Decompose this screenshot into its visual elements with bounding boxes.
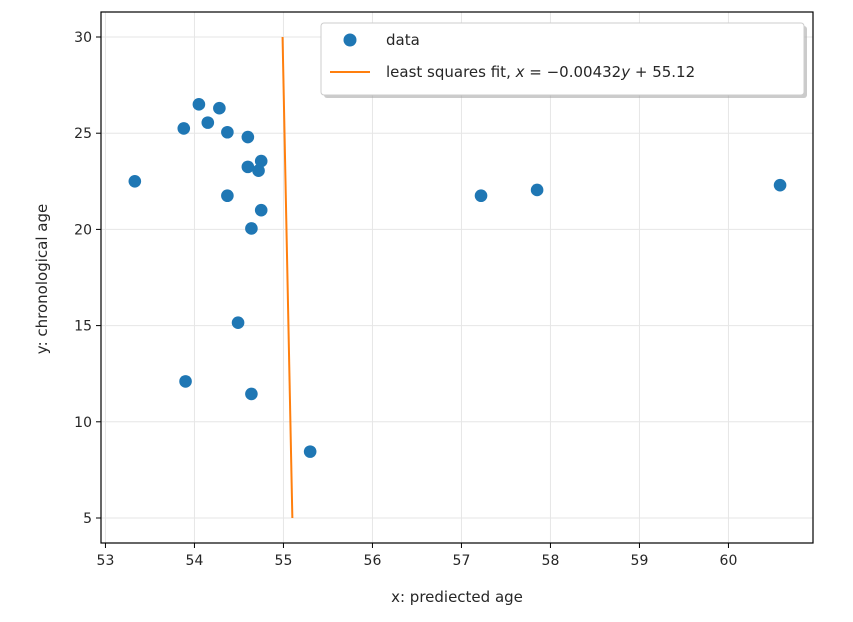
data-point (128, 175, 142, 188)
x-tick-label: 59 (631, 553, 649, 569)
legend-fit-eq-post: + 55.12 (630, 63, 695, 81)
y-axis: 5 10 15 20 25 30 (74, 30, 101, 527)
x-tick-label: 54 (186, 553, 204, 569)
x-tick-label: 57 (453, 553, 471, 569)
data-point (241, 130, 255, 144)
x-tick-label: 56 (364, 553, 382, 569)
x-tick-label: 55 (275, 553, 293, 569)
legend: data least squares fit, x = −0.00432y + … (320, 22, 807, 98)
data-point (213, 101, 226, 115)
data-point (474, 189, 488, 203)
y-tick-label: 25 (74, 126, 92, 142)
data-point (254, 154, 268, 168)
plot-frame (100, 11, 814, 544)
y-tick-label: 20 (74, 222, 92, 238)
data-point (177, 122, 191, 135)
data-point (245, 387, 258, 401)
legend-fit-label-prefix: least squares fit, (386, 63, 516, 81)
data-points (128, 98, 787, 458)
y-tick-label: 30 (74, 30, 92, 46)
data-point (221, 125, 234, 139)
data-point (201, 116, 215, 129)
fit-line (281, 36, 294, 519)
x-axis-label: x: prediected age (391, 588, 523, 606)
y-tick-label: 5 (83, 511, 92, 527)
data-point (192, 98, 206, 111)
legend-data-label: data (386, 31, 420, 49)
data-point (254, 203, 268, 217)
data-point (179, 375, 192, 388)
data-point (241, 160, 255, 174)
data-point (303, 445, 317, 458)
x-axis: 53 54 55 56 57 58 59 60 (97, 543, 738, 569)
data-point (221, 189, 234, 203)
data-point (252, 164, 265, 178)
x-tick-label: 58 (542, 553, 560, 569)
data-point (245, 222, 258, 235)
legend-fit-eq-lhs: x (515, 63, 525, 81)
data-point (773, 178, 787, 192)
y-axis-label: y: chronological age (33, 204, 51, 354)
data-point (530, 183, 544, 197)
data-point (231, 316, 245, 330)
legend-fit-eq-var: y (620, 63, 631, 81)
y-tick-label: 15 (74, 319, 92, 335)
legend-box (320, 22, 805, 96)
legend-fit-label: least squares fit, x = −0.00432y + 55.12 (386, 63, 695, 81)
x-tick-label: 53 (97, 553, 115, 569)
y-tick-label: 10 (74, 415, 92, 431)
fit-line-layer (281, 36, 294, 519)
legend-fit-eq-pre: = −0.00432 (525, 63, 622, 81)
legend-data-marker (343, 33, 357, 47)
x-tick-label: 60 (720, 553, 738, 569)
